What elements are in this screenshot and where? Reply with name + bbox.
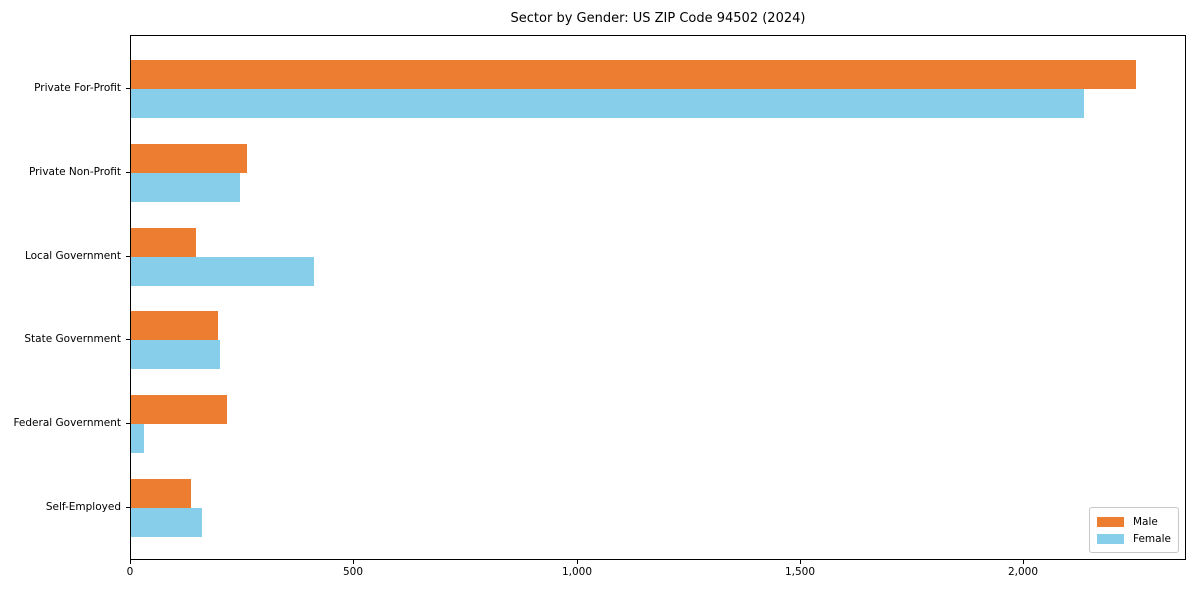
x-tick-label-0: 0 [126, 566, 134, 578]
plot-area [130, 35, 1186, 560]
bar-female-self-employed [131, 508, 202, 537]
y-tick-mark [126, 172, 130, 173]
bar-male-local-government [131, 228, 196, 257]
bar-female-private-non-profit [131, 173, 240, 202]
bar-female-private-for-profit [131, 89, 1084, 118]
legend-swatch-female [1097, 533, 1124, 544]
y-tick-label-federal-government: Federal Government [13, 417, 121, 429]
x-tick-mark [577, 560, 578, 564]
y-tick-mark [126, 339, 130, 340]
x-tick-label-1-000: 1,000 [561, 566, 593, 578]
legend-label-female: Female [1133, 532, 1171, 545]
x-tick-mark [353, 560, 354, 564]
y-tick-label-state-government: State Government [24, 333, 121, 345]
legend-entry-female: Female [1097, 533, 1171, 545]
y-tick-mark [126, 507, 130, 508]
bar-female-federal-government [131, 424, 144, 453]
x-tick-mark [1023, 560, 1024, 564]
x-tick-label-500: 500 [342, 566, 364, 578]
legend-entry-male: Male [1097, 516, 1171, 528]
bar-female-local-government [131, 257, 314, 286]
x-tick-mark [800, 560, 801, 564]
bar-female-state-government [131, 340, 220, 369]
legend-swatch-male [1097, 516, 1124, 527]
x-tick-label-1-500: 1,500 [784, 566, 816, 578]
y-tick-mark [126, 88, 130, 89]
bar-male-private-for-profit [131, 60, 1136, 89]
y-tick-mark [126, 423, 130, 424]
legend: Male Female [1089, 507, 1179, 553]
y-tick-label-private-non-profit: Private Non-Profit [28, 166, 121, 178]
legend-label-male: Male [1133, 515, 1158, 528]
x-tick-label-2-000: 2,000 [1007, 566, 1039, 578]
bar-male-state-government [131, 311, 218, 340]
bar-male-self-employed [131, 479, 191, 508]
chart-title: Sector by Gender: US ZIP Code 94502 (202… [510, 11, 806, 26]
y-tick-mark [126, 256, 130, 257]
y-tick-label-self-employed: Self-Employed [45, 501, 121, 513]
bar-male-private-non-profit [131, 144, 247, 173]
x-tick-mark [130, 560, 131, 564]
bar-male-federal-government [131, 395, 227, 424]
y-tick-label-local-government: Local Government [24, 250, 121, 262]
y-tick-label-private-for-profit: Private For-Profit [34, 82, 121, 94]
